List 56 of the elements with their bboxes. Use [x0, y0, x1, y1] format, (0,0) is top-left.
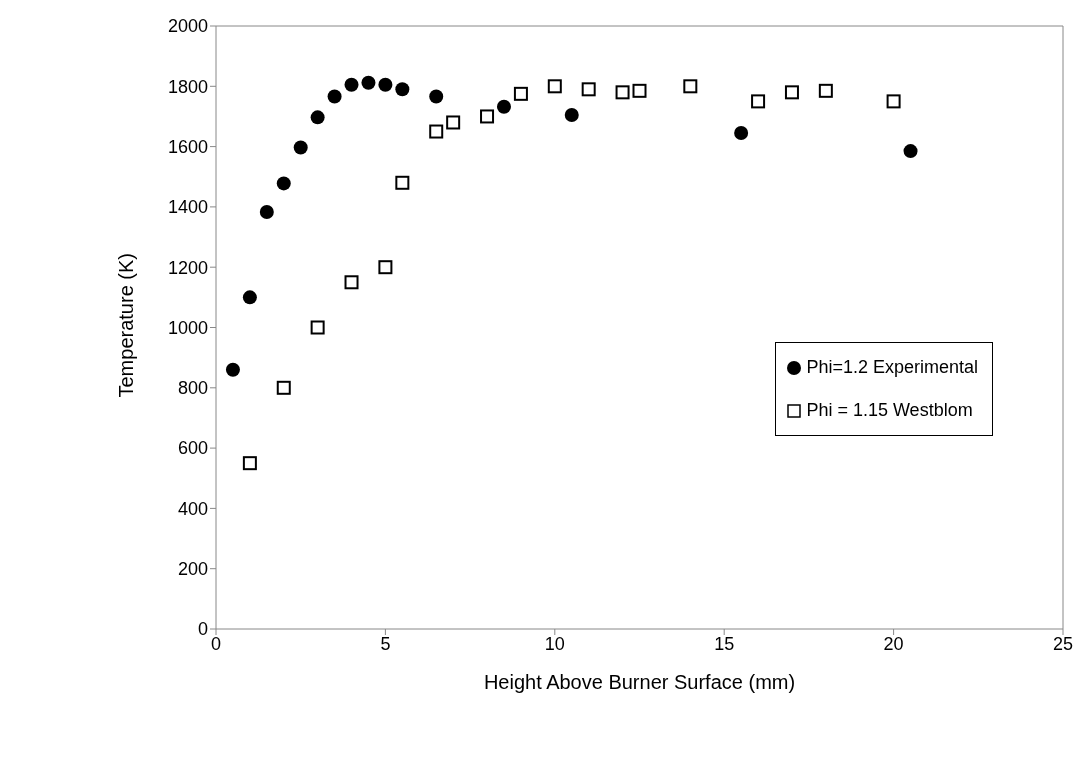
point [784, 85, 799, 100]
point [615, 85, 630, 100]
point [378, 77, 393, 92]
y-tick-label: 1000 [167, 317, 208, 338]
y-tick-label: 0 [197, 619, 208, 640]
y-tick-label: 2000 [167, 16, 208, 37]
point [446, 115, 461, 130]
point [581, 82, 596, 97]
x-tick-label: 15 [714, 633, 735, 654]
point [310, 110, 325, 125]
point [395, 175, 410, 190]
point [429, 89, 444, 104]
point [276, 380, 291, 395]
point [378, 260, 393, 275]
point [395, 82, 410, 97]
point [480, 109, 495, 124]
y-tick-label: 400 [177, 498, 208, 519]
point [751, 94, 766, 109]
point [344, 275, 359, 290]
point [242, 290, 257, 305]
y-tick-label: 600 [177, 438, 208, 459]
point [310, 320, 325, 335]
y-tick-label: 1600 [167, 136, 208, 157]
point [513, 86, 528, 101]
point [259, 205, 274, 220]
y-tick-label: 1400 [167, 197, 208, 218]
point [225, 362, 240, 377]
point [734, 126, 749, 141]
point [547, 79, 562, 94]
point [242, 456, 257, 471]
y-tick-label: 1800 [167, 76, 208, 97]
point [429, 124, 444, 139]
point [361, 75, 376, 90]
x-tick-label: 20 [883, 633, 904, 654]
x-tick-label: 0 [210, 633, 222, 654]
y-tick-label: 1200 [167, 257, 208, 278]
point [683, 79, 698, 94]
y-tick-label: 200 [177, 559, 208, 580]
point [886, 94, 901, 109]
point [293, 140, 308, 155]
point [276, 176, 291, 191]
point [344, 77, 359, 92]
legend-label: Phi = 1.15 Westblom [806, 400, 973, 421]
point [327, 89, 342, 104]
point [496, 99, 511, 114]
point [564, 107, 579, 122]
y-axis-title: Temperature (K) [115, 253, 138, 398]
point [903, 144, 918, 159]
legend-label: Phi=1.2 Experimental [806, 357, 978, 378]
x-tick-label: 10 [544, 633, 565, 654]
x-tick-label: 25 [1052, 633, 1074, 654]
x-tick-label: 5 [380, 633, 391, 654]
y-tick-label: 800 [177, 378, 208, 399]
x-axis-title: Height Above Burner Surface (mm) [483, 671, 796, 693]
point [632, 83, 647, 98]
point [818, 83, 833, 98]
